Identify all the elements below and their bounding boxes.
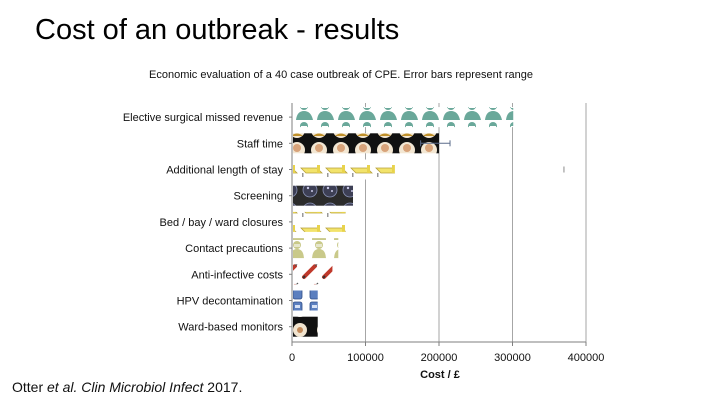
bar-monitor-badge xyxy=(293,316,318,337)
category-label: Ward-based monitors xyxy=(178,322,283,334)
slide-title: Cost of an outbreak - results xyxy=(35,14,400,46)
bar-hospital-bed xyxy=(293,211,346,232)
bar-hospital-bed xyxy=(293,159,395,180)
category-labels: Elective surgical missed revenue Staff ti… xyxy=(123,112,284,334)
bar-surgeon xyxy=(293,107,514,128)
category-label: HPV decontamination xyxy=(177,296,283,308)
citation-etal: et al. xyxy=(47,379,78,395)
x-tick-label: 100000 xyxy=(347,352,384,364)
x-tick-labels: 0 100000 200000 300000 400000 xyxy=(289,352,604,364)
citation: Otter et al. Clin Microbiol Infect 2017. xyxy=(12,379,242,395)
x-tick-label: 200000 xyxy=(421,352,458,364)
category-label: Staff time xyxy=(237,138,283,150)
x-tick-label: 0 xyxy=(289,352,295,364)
bar-syringe xyxy=(293,264,333,285)
chart-title: Economic evaluation of a 40 case outbrea… xyxy=(149,69,533,81)
bar-staff-portrait xyxy=(293,133,439,154)
category-label: Contact precautions xyxy=(185,243,283,255)
x-tick-label: 300000 xyxy=(494,352,531,364)
axes xyxy=(289,103,587,346)
bar-gowned-person xyxy=(293,238,339,259)
category-label: Screening xyxy=(233,191,283,203)
bar-petri-dish xyxy=(293,185,354,206)
citation-journal: Clin Microbiol Infect xyxy=(77,379,204,395)
bar-decontamination-unit xyxy=(293,290,318,311)
category-label: Bed / bay / ward closures xyxy=(159,217,283,229)
citation-authors: Otter xyxy=(12,379,48,395)
category-label: Elective surgical missed revenue xyxy=(123,112,283,124)
x-axis-label: Cost / £ xyxy=(420,369,460,381)
category-label: Anti-infective costs xyxy=(191,269,283,281)
bars xyxy=(293,107,565,337)
citation-year: 2017. xyxy=(203,379,243,395)
category-label: Additional length of stay xyxy=(166,165,283,177)
x-tick-label: 400000 xyxy=(568,352,605,364)
